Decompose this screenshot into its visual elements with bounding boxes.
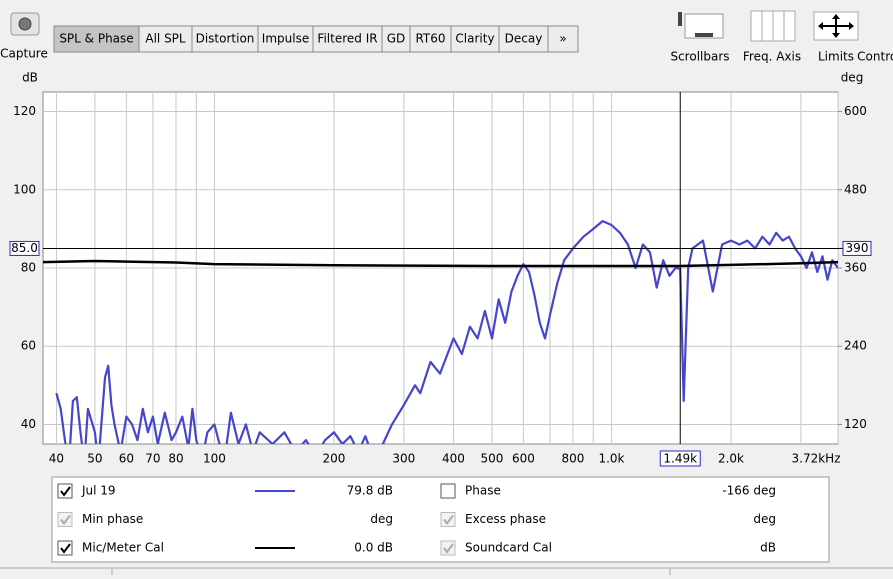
cursor-y2-box — [842, 240, 872, 256]
y-tick-label: 120 — [13, 104, 36, 118]
freq-axis-icon[interactable] — [750, 10, 796, 42]
tool-label[interactable]: Scrollbars — [670, 50, 729, 64]
tab-button[interactable] — [450, 25, 500, 53]
checkbox[interactable] — [440, 483, 456, 499]
legend-name: Phase — [465, 484, 501, 498]
legend-name: Soundcard Cal — [465, 541, 552, 555]
y2-axis-label: deg — [841, 71, 864, 85]
cursor-y2-label: 390 — [846, 241, 869, 255]
y2-tick-label: 240 — [844, 339, 867, 353]
tab-button[interactable] — [312, 25, 383, 53]
tab-label[interactable]: SPL & Phase — [59, 32, 133, 46]
cursor-x-label: 1.49k — [663, 452, 697, 466]
capture-icon[interactable] — [10, 12, 40, 36]
checkbox[interactable] — [57, 540, 73, 556]
x-tick-label: 500 — [481, 452, 504, 466]
x-tick-label: 200 — [323, 452, 346, 466]
tab-button[interactable] — [257, 25, 314, 53]
checkmark — [443, 514, 454, 526]
tab-label[interactable]: » — [559, 32, 566, 46]
x-tick-label: 70 — [145, 452, 160, 466]
tab-button[interactable] — [547, 25, 579, 53]
x-tick-label: 300 — [392, 452, 415, 466]
legend-name: Mic/Meter Cal — [82, 541, 164, 555]
checkmark[interactable] — [60, 543, 71, 554]
tool-label[interactable]: Limits — [818, 50, 854, 64]
legend-name: Min phase — [82, 512, 143, 526]
tab-label[interactable]: GD — [387, 32, 406, 46]
legend-name: Excess phase — [465, 512, 546, 526]
capture-label[interactable]: Capture — [0, 47, 48, 61]
y-tick-label: 100 — [13, 182, 36, 196]
checkbox — [57, 512, 73, 527]
checkmark[interactable] — [60, 486, 71, 497]
legend-value: 79.8 dB — [347, 484, 393, 498]
x-tick-label: 2.0k — [718, 452, 744, 466]
legend-value: -166 deg — [722, 484, 776, 498]
y2-tick-label: 120 — [844, 417, 867, 431]
tab-label[interactable]: Filtered IR — [317, 32, 377, 46]
tab-label[interactable]: All SPL — [145, 32, 186, 46]
x-tick-label: 800 — [562, 452, 585, 466]
y2-tick-label: 600 — [844, 104, 867, 118]
x-tick-label: 80 — [168, 452, 183, 466]
y-tick-label: 80 — [21, 261, 36, 275]
grid — [43, 92, 839, 444]
legend-name: Jul 19 — [81, 484, 116, 498]
cursor-y-box — [9, 240, 40, 256]
checkbox — [440, 512, 456, 527]
x-tick-label: 600 — [512, 452, 535, 466]
limits-icon[interactable] — [813, 11, 859, 41]
tab-label[interactable]: Clarity — [455, 32, 494, 46]
tool-label[interactable]: Freq. Axis — [743, 50, 801, 64]
y-tick-label: 40 — [21, 417, 36, 431]
tab-button[interactable] — [53, 25, 140, 53]
checkbox — [440, 540, 456, 556]
series-line — [55, 220, 838, 444]
checkmark — [60, 514, 71, 526]
x-tick-label: 1.0k — [598, 452, 624, 466]
y2-tick-label: 480 — [844, 182, 867, 196]
scrollbars-icon[interactable] — [678, 12, 724, 39]
tool-label[interactable]: Controls — [857, 50, 893, 64]
tab-button[interactable] — [191, 25, 259, 53]
x-tick-label: 3.72kHz — [792, 452, 841, 466]
legend-value: dB — [760, 541, 776, 555]
legend-value: deg — [753, 512, 776, 526]
cursor-x-box — [659, 450, 701, 467]
x-tick-label: 100 — [203, 452, 226, 466]
legend-value: 0.0 dB — [354, 541, 393, 555]
cursor-y-label: 85.0 — [11, 241, 38, 255]
tab-label[interactable]: RT60 — [415, 32, 445, 46]
tab-button[interactable] — [381, 25, 411, 53]
x-tick-label: 60 — [119, 452, 134, 466]
tab-button[interactable] — [138, 25, 193, 53]
series-line — [43, 259, 838, 268]
x-tick-label: 400 — [442, 452, 465, 466]
x-tick-label: 50 — [87, 452, 102, 466]
y-tick-label: 60 — [21, 339, 36, 353]
legend-value: deg — [370, 512, 393, 526]
tab-label[interactable]: Impulse — [262, 32, 309, 46]
tab-label[interactable]: Distortion — [196, 32, 255, 46]
y-axis-label: dB — [22, 71, 38, 85]
x-tick-label: 40 — [49, 452, 64, 466]
checkbox[interactable] — [57, 483, 73, 499]
checkmark — [443, 543, 454, 554]
y2-tick-label: 360 — [844, 261, 867, 275]
tab-label[interactable]: Decay — [505, 32, 543, 46]
